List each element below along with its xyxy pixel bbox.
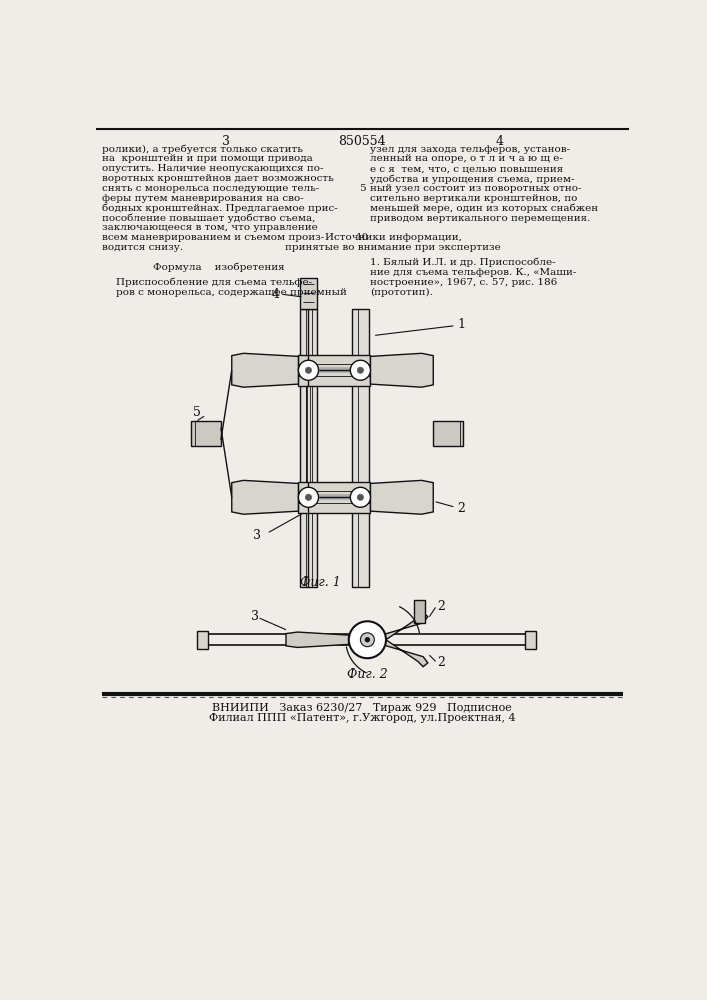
Text: пособление повышает удобство съема,: пособление повышает удобство съема, <box>103 214 316 223</box>
Text: узел для захода тельферов, установ-: узел для захода тельферов, установ- <box>370 145 570 154</box>
Text: 2: 2 <box>437 656 445 669</box>
Polygon shape <box>370 480 433 514</box>
Text: 1. Бялый И.Л. и др. Приспособле-: 1. Бялый И.Л. и др. Приспособле- <box>370 258 555 267</box>
Circle shape <box>349 621 386 658</box>
Text: ров с монорельса, содержащее приемный: ров с монорельса, содержащее приемный <box>116 288 347 297</box>
Text: 2: 2 <box>437 600 445 613</box>
Polygon shape <box>232 480 298 514</box>
Circle shape <box>305 494 312 500</box>
Text: феры путем маневрирования на сво-: феры путем маневрирования на сво- <box>103 194 304 203</box>
Text: 1: 1 <box>457 318 465 331</box>
Text: ностроение», 1967, с. 57, рис. 186: ностроение», 1967, с. 57, рис. 186 <box>370 278 557 287</box>
Bar <box>298 355 370 386</box>
Text: всем маневрированием и съемом произ-: всем маневрированием и съемом произ- <box>103 233 325 242</box>
Circle shape <box>298 360 319 380</box>
Text: 4: 4 <box>271 288 280 301</box>
Bar <box>197 631 208 649</box>
Text: 4: 4 <box>495 135 503 148</box>
Text: 10: 10 <box>356 233 368 242</box>
Circle shape <box>361 633 374 647</box>
Text: ние для съема тельферов. К., «Маши-: ние для съема тельферов. К., «Маши- <box>370 268 576 277</box>
Text: 5: 5 <box>358 184 366 193</box>
Text: Источники информации,: Источники информации, <box>325 233 462 242</box>
Bar <box>525 631 535 649</box>
Text: ный узел состоит из поворотных отно-: ный узел состоит из поворотных отно- <box>370 184 581 193</box>
Text: 850554: 850554 <box>338 135 386 148</box>
Text: сительно вертикали кронштейнов, по: сительно вертикали кронштейнов, по <box>370 194 577 203</box>
Circle shape <box>298 487 319 507</box>
Circle shape <box>357 367 363 373</box>
Text: ленный на опоре, о т л и ч а ю щ е-: ленный на опоре, о т л и ч а ю щ е- <box>370 154 563 163</box>
Text: 5: 5 <box>193 406 201 419</box>
Bar <box>356 628 379 651</box>
Text: меньшей мере, один из которых снабжен: меньшей мере, один из которых снабжен <box>370 204 598 213</box>
Text: воротных кронштейнов дает возможность: воротных кронштейнов дает возможность <box>103 174 334 183</box>
Bar <box>298 482 370 513</box>
Circle shape <box>351 360 370 380</box>
Text: снять с монорельса последующие тель-: снять с монорельса последующие тель- <box>103 184 320 193</box>
Text: опустить. Наличие неопускающихся по-: опустить. Наличие неопускающихся по- <box>103 164 324 173</box>
Circle shape <box>357 494 363 500</box>
Circle shape <box>351 487 370 507</box>
Polygon shape <box>381 613 428 643</box>
Circle shape <box>365 637 370 642</box>
Text: ВНИИПИ   Заказ 6230/27   Тираж 929   Подписное: ВНИИПИ Заказ 6230/27 Тираж 929 Подписное <box>212 703 512 713</box>
Text: водится снизу.: водится снизу. <box>103 243 183 252</box>
Text: Приспособление для съема тельфе-: Приспособление для съема тельфе- <box>116 278 312 287</box>
Circle shape <box>305 367 312 373</box>
Bar <box>433 421 462 446</box>
Bar <box>300 309 317 587</box>
Text: ролики), а требуется только скатить: ролики), а требуется только скатить <box>103 145 303 154</box>
Text: на  кронштейн и при помощи привода: на кронштейн и при помощи привода <box>103 154 313 163</box>
Text: Фиг. 2: Фиг. 2 <box>347 668 387 681</box>
Text: принятые во внимание при экспертизе: принятые во внимание при экспертизе <box>285 243 501 252</box>
Text: Формула    изобретения: Формула изобретения <box>153 263 284 272</box>
Text: 3: 3 <box>221 135 230 148</box>
Text: Филиал ППП «Патент», г.Ужгород, ул.Проектная, 4: Филиал ППП «Патент», г.Ужгород, ул.Проек… <box>209 713 515 723</box>
Bar <box>192 421 221 446</box>
Text: заключающееся в том, что управление: заключающееся в том, что управление <box>103 223 318 232</box>
Polygon shape <box>232 353 298 387</box>
Text: 3: 3 <box>252 529 261 542</box>
Bar <box>414 600 425 623</box>
Text: приводом вертикального перемещения.: приводом вертикального перемещения. <box>370 214 590 223</box>
Text: 2: 2 <box>457 502 465 515</box>
Bar <box>352 309 369 587</box>
Polygon shape <box>381 637 428 667</box>
Text: бодных кронштейнах. Предлагаемое прис-: бодных кронштейнах. Предлагаемое прис- <box>103 204 338 213</box>
Polygon shape <box>286 632 349 647</box>
Text: удобства и упрощения съема, прием-: удобства и упрощения съема, прием- <box>370 174 574 184</box>
Text: Фиг. 1: Фиг. 1 <box>300 576 341 588</box>
Polygon shape <box>370 353 433 387</box>
Text: е с я  тем, что, с целью повышения: е с я тем, что, с целью повышения <box>370 164 563 173</box>
Text: (прототип).: (прототип). <box>370 288 433 297</box>
Text: 3: 3 <box>251 610 259 623</box>
Bar <box>300 278 317 309</box>
